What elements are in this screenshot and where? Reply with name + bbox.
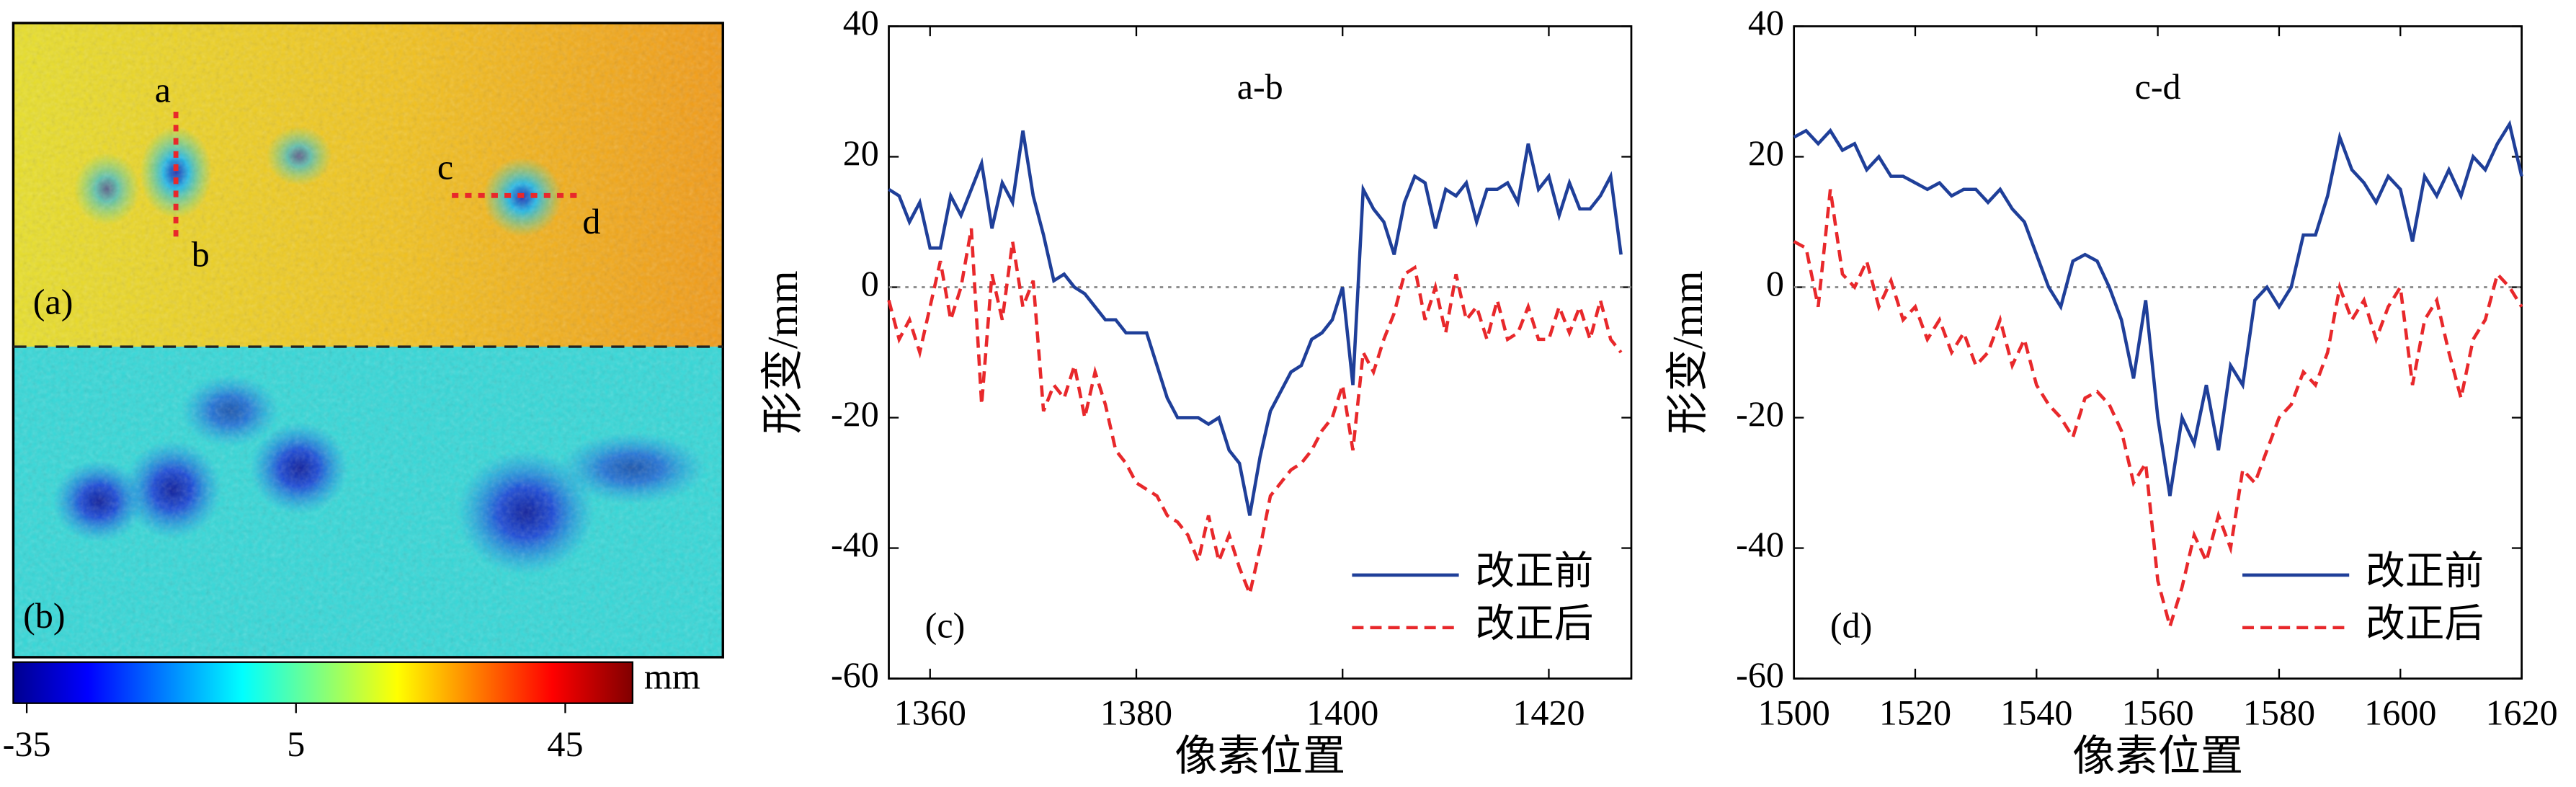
- data-line: [888, 130, 1623, 516]
- colorbar-tick-label: 45: [547, 724, 583, 764]
- y-tick-label: 0: [861, 263, 879, 303]
- x-axis-label: 像素位置: [2072, 732, 2243, 780]
- x-tick-label: 1380: [1100, 692, 1172, 732]
- x-tick-label: 1620: [2485, 692, 2557, 732]
- y-tick-label: -40: [1736, 524, 1784, 564]
- colorbar-tick-label: 5: [287, 724, 305, 764]
- legend-label: 改正后: [1475, 601, 1593, 645]
- legend-label: 改正后: [2366, 601, 2484, 645]
- x-tick-label: 1580: [2243, 692, 2315, 732]
- y-tick-label: 20: [1748, 133, 1784, 173]
- x-tick-label: 1600: [2364, 692, 2436, 732]
- panel-label: (c): [925, 605, 966, 646]
- y-tick-label: 40: [1748, 2, 1784, 43]
- data-line: [1793, 120, 2523, 497]
- colorbar-tick-label: -35: [3, 724, 51, 764]
- chart-title: c-d: [2135, 66, 2181, 107]
- x-tick-label: 1540: [2000, 692, 2072, 732]
- profile-point: c: [437, 147, 453, 187]
- y-tick-label: -60: [1736, 654, 1784, 695]
- y-axis-label: 形变/mm: [1664, 270, 1711, 434]
- x-tick-label: 1500: [1758, 692, 1830, 732]
- chart-title: a-b: [1237, 66, 1283, 107]
- profile-point: b: [192, 234, 210, 274]
- panel-label: (a): [33, 282, 73, 322]
- legend-label: 改正前: [1475, 548, 1593, 592]
- x-tick-label: 1520: [1879, 692, 1951, 732]
- plot-frame: [888, 25, 1633, 680]
- y-tick-label: -20: [1736, 394, 1784, 434]
- x-tick-label: 1400: [1306, 692, 1378, 732]
- data-line: [887, 228, 1623, 600]
- x-tick-label: 1420: [1512, 692, 1585, 732]
- deformation-maps: [13, 22, 723, 657]
- x-tick-label: 1360: [894, 692, 966, 732]
- panel-label: (b): [23, 595, 65, 636]
- profile-point: a: [155, 69, 171, 110]
- y-tick-label: -40: [831, 524, 879, 564]
- colorbar: [12, 661, 634, 704]
- y-tick-label: -20: [831, 394, 879, 434]
- y-tick-label: 0: [1766, 263, 1784, 303]
- y-tick-label: 20: [843, 133, 879, 173]
- map-frame: [12, 22, 724, 659]
- x-tick-label: 1560: [2121, 692, 2193, 732]
- y-tick-label: 40: [843, 2, 879, 43]
- panel-label: (d): [1830, 605, 1872, 646]
- data-line: [1793, 189, 2523, 633]
- y-tick-label: -60: [831, 654, 879, 695]
- map-texture: [13, 22, 723, 657]
- x-axis-label: 像素位置: [1175, 732, 1345, 780]
- y-axis-label: 形变/mm: [759, 270, 806, 434]
- profile-point: d: [582, 201, 600, 241]
- legend-label: 改正前: [2366, 548, 2484, 592]
- colorbar-unit: mm: [644, 656, 700, 696]
